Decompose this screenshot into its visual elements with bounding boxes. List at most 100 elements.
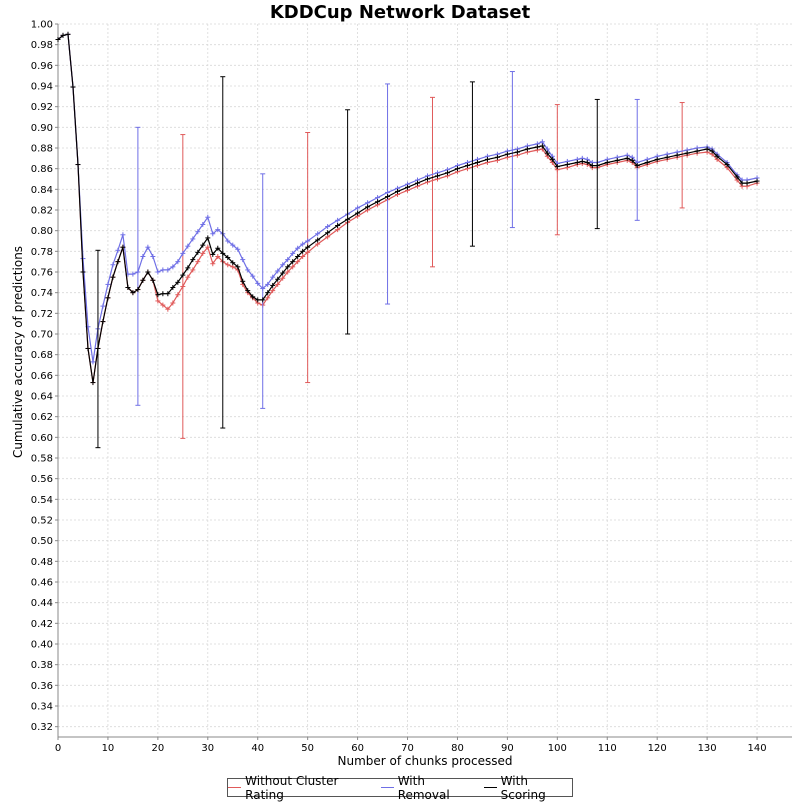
y-tick-label: 0.94 [31,82,53,93]
data-point [674,152,680,158]
data-point [145,244,151,250]
legend-swatch-red [228,787,242,788]
data-point [170,264,176,270]
data-point [205,244,211,250]
data-point [245,267,251,273]
plot-background [58,24,792,737]
legend-item-with-scoring: With Scoring [483,774,572,802]
data-point [240,257,246,263]
data-point [195,249,201,255]
data-point [544,150,550,156]
data-point [235,264,241,270]
data-point [305,238,311,244]
data-point [65,31,71,37]
y-tick-label: 0.34 [31,702,53,713]
data-point [424,176,430,182]
data-point [235,246,241,252]
data-point [265,290,271,296]
data-point [285,264,291,270]
legend-swatch-black [483,787,497,788]
data-point [335,223,341,228]
y-tick-label: 0.68 [31,350,53,361]
data-point [734,174,740,180]
data-point [190,236,196,242]
y-tick-label: 0.64 [31,392,53,403]
legend-swatch-blue [380,787,394,788]
data-point [579,158,585,164]
y-tick-label: 0.80 [31,226,53,237]
data-point [514,149,520,155]
y-tick-label: 0.56 [31,474,53,485]
data-point [325,230,331,236]
data-point [205,214,211,220]
data-point [240,278,246,284]
data-point [90,359,96,365]
y-tick-label: 0.90 [31,123,53,134]
data-point [180,250,186,256]
data-point [300,241,306,247]
data-point [739,180,745,186]
data-point [145,269,151,275]
data-point [405,184,411,190]
y-tick-label: 0.92 [31,102,53,113]
x-tick-label: 140 [748,743,767,754]
y-tick-label: 0.48 [31,557,53,568]
error-bar [429,96,435,268]
data-point [275,281,281,287]
data-point [270,274,276,280]
data-point [115,259,121,265]
data-point [150,254,156,259]
data-point [190,267,196,273]
x-tick-label: 100 [548,743,567,754]
x-tick-label: 90 [501,743,514,754]
data-point [574,159,580,165]
y-tick-label: 0.58 [31,454,53,465]
y-tick-label: 0.78 [31,247,53,258]
data-point [355,205,361,211]
data-point [554,164,560,170]
data-point [474,159,480,165]
y-tick-label: 0.44 [31,598,53,609]
data-point [684,150,690,156]
data-point [434,173,440,179]
data-point [315,231,321,237]
data-point [165,306,171,312]
data-point [754,178,760,184]
error-bar [95,249,101,449]
x-axis-label: Number of chunks processed [338,754,513,768]
data-point [644,159,650,165]
x-tick-label: 10 [102,743,115,754]
data-point [155,269,161,275]
x-tick-label: 0 [55,743,61,754]
series-2 [55,31,760,449]
data-point [100,319,106,325]
data-point [260,297,266,303]
data-point [564,162,570,168]
y-axis-label: Cumulative accuracy of predictions [11,246,25,458]
data-point [694,148,700,154]
data-point [130,290,136,296]
data-point [225,255,231,261]
x-tick-label: 70 [401,743,414,754]
data-point [175,259,181,265]
axes: 0.32 0.34 0.36 0.38 0.40 0.42 0.44 0.46 0.48 0.50… [31,20,792,754]
error-bar [180,134,186,439]
y-tick-label: 0.66 [31,371,53,382]
data-point [105,281,111,287]
x-tick-label: 40 [251,743,264,754]
error-bar [220,76,226,429]
data-point [275,276,281,282]
data-point [285,257,291,263]
data-point [155,298,161,304]
data-point [195,259,201,265]
data-point [454,166,460,172]
series-layer [55,31,760,449]
data-point [300,254,306,259]
data-point [170,285,176,290]
data-point [534,144,540,150]
data-point [210,261,216,267]
data-point [634,163,640,169]
data-point [150,277,156,283]
data-point [744,180,750,186]
